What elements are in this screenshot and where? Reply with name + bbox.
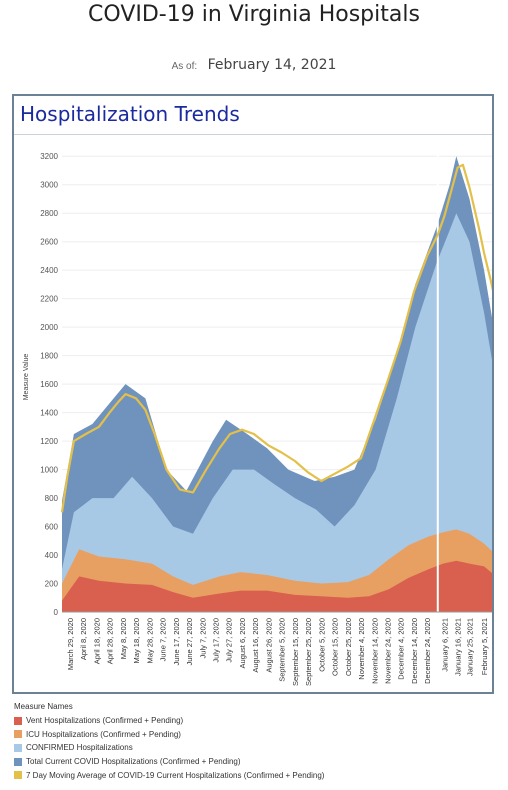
chart-areas	[62, 156, 492, 612]
x-tick-label: November 14, 2020	[370, 618, 379, 684]
moving-average-line	[60, 163, 492, 513]
y-tick-label: 400	[45, 551, 59, 560]
x-tick-label: November 24, 2020	[384, 618, 393, 684]
page-title: COVID-19 in Virginia Hospitals	[88, 2, 420, 27]
y-tick-label: 2000	[40, 323, 58, 332]
x-tick-label: January 6, 2021	[440, 618, 449, 672]
legend-item[interactable]: 7 Day Moving Average of COVID-19 Current…	[14, 768, 324, 782]
x-tick-label: August 6, 2020	[238, 618, 247, 668]
x-tick-label: February 5, 2021	[480, 618, 489, 675]
x-tick-label: March 29, 2020	[66, 618, 75, 670]
x-tick-label: April 28, 2020	[106, 618, 115, 664]
legend-item[interactable]: Vent Hospitalizations (Confirmed + Pendi…	[14, 714, 324, 728]
y-tick-label: 1800	[40, 352, 58, 361]
as-of-date: February 14, 2021	[207, 57, 337, 73]
x-tick-label: August 26, 2020	[264, 618, 273, 673]
y-tick-label: 600	[45, 523, 59, 532]
legend-title: Measure Names	[14, 702, 73, 711]
chart-lines	[60, 142, 492, 612]
x-tick-label: July 17, 2020	[212, 618, 221, 663]
legend-label: ICU Hospitalizations (Confirmed + Pendin…	[26, 729, 181, 739]
legend-swatch	[14, 743, 22, 752]
hospitalization-trends-panel: Hospitalization Trends 0 200 400 600 800 1000…	[12, 94, 494, 694]
x-tick-label: December 14, 2020	[410, 618, 419, 684]
x-tick-label: May 18, 2020	[132, 618, 141, 663]
x-tick-label: January 25, 2021	[466, 618, 475, 676]
legend-swatch	[14, 730, 22, 739]
legend-swatch	[14, 757, 22, 766]
chart-axes: 0 200 400 600 800 1000 1200 1400 1600 1800 2000 220…	[40, 152, 492, 686]
x-tick-label: September 15, 2020	[291, 618, 300, 686]
as-of-line: As of: February 14, 2021	[0, 56, 508, 74]
y-tick-label: 2600	[40, 238, 58, 247]
panel-title: Hospitalization Trends	[20, 102, 240, 126]
legend-label: Vent Hospitalizations (Confirmed + Pendi…	[26, 716, 184, 726]
legend-label: CONFIRMED Hospitalizations	[26, 743, 133, 753]
legend-swatch	[14, 771, 22, 780]
x-tick-label: October 15, 2020	[331, 618, 340, 676]
y-axis-label: Measure Value	[23, 354, 30, 401]
x-tick-label: October 5, 2020	[317, 618, 326, 672]
x-tick-label: September 25, 2020	[304, 618, 313, 686]
x-tick-label: December 24, 2020	[423, 618, 432, 684]
legend-item[interactable]: CONFIRMED Hospitalizations	[14, 741, 324, 755]
legend: Measure Names Vent Hospitalizations (Con…	[14, 702, 324, 782]
y-tick-label: 1000	[40, 466, 58, 475]
y-tick-label: 0	[54, 608, 59, 617]
legend-item[interactable]: ICU Hospitalizations (Confirmed + Pendin…	[14, 728, 324, 742]
y-tick-label: 2800	[40, 209, 58, 218]
x-tick-label: May 8, 2020	[119, 618, 128, 659]
x-tick-label: July 27, 2020	[225, 618, 234, 663]
panel-header: Hospitalization Trends	[14, 96, 492, 135]
x-tick-label: December 4, 2020	[397, 618, 406, 680]
x-tick-label: June 17, 2020	[172, 618, 181, 666]
y-tick-label: 200	[45, 580, 59, 589]
as-of-label: As of:	[171, 61, 198, 72]
x-tick-label: June 7, 2020	[159, 618, 168, 661]
legend-label: Total Current COVID Hospitalizations (Co…	[26, 757, 241, 767]
x-tick-label: June 27, 2020	[185, 618, 194, 666]
y-tick-label: 2400	[40, 266, 58, 275]
legend-label: 7 Day Moving Average of COVID-19 Current…	[26, 770, 325, 780]
x-tick-label: July 7, 2020	[198, 618, 207, 658]
x-tick-label: April 18, 2020	[92, 618, 101, 664]
confirmed-area	[62, 213, 492, 612]
y-tick-label: 3000	[40, 181, 58, 190]
y-tick-label: 800	[45, 494, 59, 503]
hospitalization-chart[interactable]: 0 200 400 600 800 1000 1200 1400 1600 1800 2000 220…	[14, 96, 492, 692]
y-tick-label: 1400	[40, 409, 58, 418]
legend-item[interactable]: Total Current COVID Hospitalizations (Co…	[14, 755, 324, 769]
x-tick-label: May 28, 2020	[145, 618, 154, 663]
x-tick-label: August 16, 2020	[251, 618, 260, 673]
y-tick-label: 1200	[40, 437, 58, 446]
vent-area	[62, 560, 492, 612]
y-tick-label: 1600	[40, 380, 58, 389]
x-tick-label: October 25, 2020	[344, 618, 353, 676]
x-tick-label: November 4, 2020	[357, 618, 366, 680]
y-tick-label: 3200	[40, 152, 58, 161]
legend-swatch	[14, 716, 22, 725]
y-tick-label: 2200	[40, 295, 58, 304]
x-tick-label: April 8, 2020	[79, 618, 88, 660]
x-tick-label: January 16, 2021	[454, 618, 463, 676]
x-tick-label: September 5, 2020	[278, 618, 287, 682]
